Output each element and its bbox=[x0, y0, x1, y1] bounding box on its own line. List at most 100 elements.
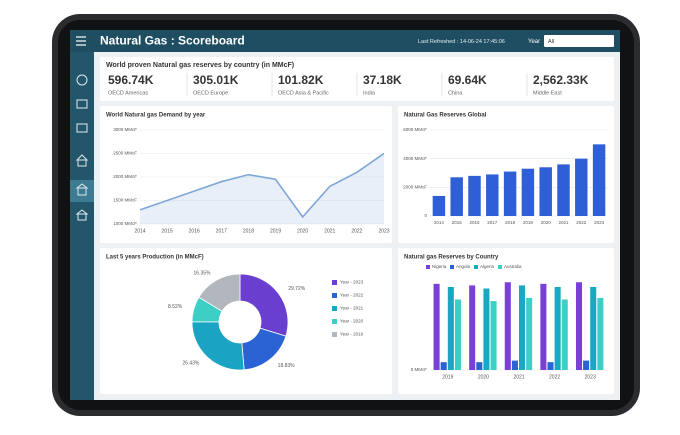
kpi-value: 37.18K bbox=[363, 73, 402, 87]
x-tick-label: 2020 bbox=[541, 220, 552, 225]
x-tick-label: 2018 bbox=[243, 228, 254, 234]
legend-swatch bbox=[332, 332, 337, 337]
area bbox=[140, 153, 384, 224]
card-title: Last 5 years Production (in MMcF) bbox=[106, 255, 204, 261]
x-tick-label: 2019 bbox=[523, 220, 534, 225]
y-tick-label: 1000 MMcF bbox=[113, 221, 137, 226]
year-label: Year bbox=[528, 39, 540, 45]
sidebar bbox=[70, 52, 94, 400]
x-tick-label: 2019 bbox=[442, 374, 453, 380]
year-value: All bbox=[548, 39, 554, 45]
bar bbox=[486, 174, 499, 216]
slice-label: 26.43% bbox=[182, 360, 200, 366]
legend-label: Year - 2023 bbox=[340, 280, 364, 285]
kpi-label: OECD Europe bbox=[193, 90, 228, 96]
sidebar-active bbox=[70, 180, 94, 202]
kpi-label: Middle East bbox=[533, 90, 562, 96]
bar bbox=[490, 301, 497, 370]
legend-swatch bbox=[332, 319, 337, 324]
bar bbox=[540, 283, 547, 370]
bar bbox=[440, 362, 447, 370]
bar bbox=[597, 297, 604, 370]
x-tick-label: 2023 bbox=[585, 374, 596, 380]
bar bbox=[469, 285, 476, 370]
page-title: Natural Gas : Scoreboard bbox=[100, 34, 245, 48]
bar bbox=[519, 285, 526, 370]
kpi-label: India bbox=[363, 90, 376, 96]
legend-label: Year - 2019 bbox=[340, 332, 364, 337]
x-tick-label: 2015 bbox=[452, 220, 463, 225]
kpi-label: OECD Asia & Pacific bbox=[278, 90, 329, 96]
y-tick-label: 3000 MMcF bbox=[113, 127, 137, 132]
menu-icon[interactable] bbox=[76, 36, 86, 46]
legend-label: Australia bbox=[504, 264, 522, 269]
kpi-label: China bbox=[448, 90, 463, 96]
bar bbox=[476, 362, 483, 370]
line bbox=[139, 152, 385, 219]
nav-icon[interactable] bbox=[75, 154, 89, 167]
bar bbox=[468, 175, 481, 216]
bar bbox=[454, 299, 461, 370]
nav-icon[interactable] bbox=[76, 99, 88, 109]
legend-swatch bbox=[498, 265, 502, 269]
bar bbox=[526, 297, 533, 370]
nav-icon[interactable] bbox=[76, 123, 88, 133]
slice-label: 29.72% bbox=[288, 286, 306, 292]
bar bbox=[433, 283, 440, 370]
bar bbox=[483, 288, 490, 370]
y-tick-label: 2500 MMcF bbox=[113, 151, 137, 156]
x-tick-label: 2022 bbox=[549, 374, 560, 380]
y-tick-label: 0 bbox=[424, 213, 427, 218]
x-tick-label: 2022 bbox=[576, 220, 587, 225]
legend-label: Year - 2020 bbox=[340, 319, 364, 324]
bar bbox=[432, 195, 446, 216]
legend-label: Algeria bbox=[480, 264, 495, 269]
x-tick-label: 2019 bbox=[270, 228, 281, 234]
year-select[interactable] bbox=[544, 35, 614, 47]
slice-label: 16.35% bbox=[194, 271, 212, 277]
kpi-title: World proven Natural gas reserves by cou… bbox=[106, 62, 294, 69]
legend-swatch bbox=[426, 265, 430, 269]
nav-icon[interactable] bbox=[76, 74, 88, 86]
bar bbox=[511, 360, 518, 370]
nav-icon[interactable] bbox=[75, 209, 89, 221]
bar bbox=[583, 360, 590, 370]
y-tick-label: 6000 MMcF bbox=[403, 127, 427, 132]
nav-icon[interactable] bbox=[75, 183, 89, 196]
x-tick-label: 2015 bbox=[162, 228, 173, 234]
bar bbox=[447, 286, 454, 370]
legend-swatch bbox=[450, 265, 454, 269]
x-tick-label: 2017 bbox=[216, 228, 227, 234]
bar bbox=[575, 282, 583, 370]
x-tick-label: 2014 bbox=[134, 228, 145, 234]
donut-slice bbox=[198, 273, 241, 312]
x-tick-label: 2023 bbox=[594, 220, 605, 225]
header-bar bbox=[70, 30, 620, 52]
bar bbox=[450, 177, 463, 216]
x-tick-label: 2020 bbox=[478, 374, 489, 380]
y-tick-label: 4000 MMcF bbox=[403, 156, 427, 161]
x-tick-label: 2014 bbox=[434, 220, 445, 225]
legend-swatch bbox=[474, 265, 478, 269]
bar bbox=[547, 362, 554, 370]
slice-label: 8.52% bbox=[168, 304, 183, 310]
kpi-value: 69.64K bbox=[448, 73, 487, 87]
card bbox=[100, 248, 392, 394]
legend-swatch bbox=[332, 306, 337, 311]
slice-label: 18.83% bbox=[278, 363, 296, 369]
y-tick-label: 0 MMcF bbox=[411, 367, 428, 372]
bar bbox=[590, 286, 597, 370]
card-title: Natural Gas Reserves Global bbox=[404, 113, 487, 119]
legend-swatch bbox=[332, 280, 337, 285]
bar bbox=[504, 282, 511, 370]
x-tick-label: 2022 bbox=[351, 228, 362, 234]
kpi-value: 101.82K bbox=[278, 73, 324, 87]
bar bbox=[592, 144, 606, 216]
x-tick-label: 2016 bbox=[189, 228, 200, 234]
x-tick-label: 2021 bbox=[513, 374, 524, 380]
y-tick-label: 2000 MMcF bbox=[403, 185, 427, 190]
legend-label: Year - 2022 bbox=[340, 293, 364, 298]
x-tick-label: 2021 bbox=[324, 228, 335, 234]
bar bbox=[554, 286, 561, 370]
x-tick-label: 2023 bbox=[378, 228, 389, 234]
